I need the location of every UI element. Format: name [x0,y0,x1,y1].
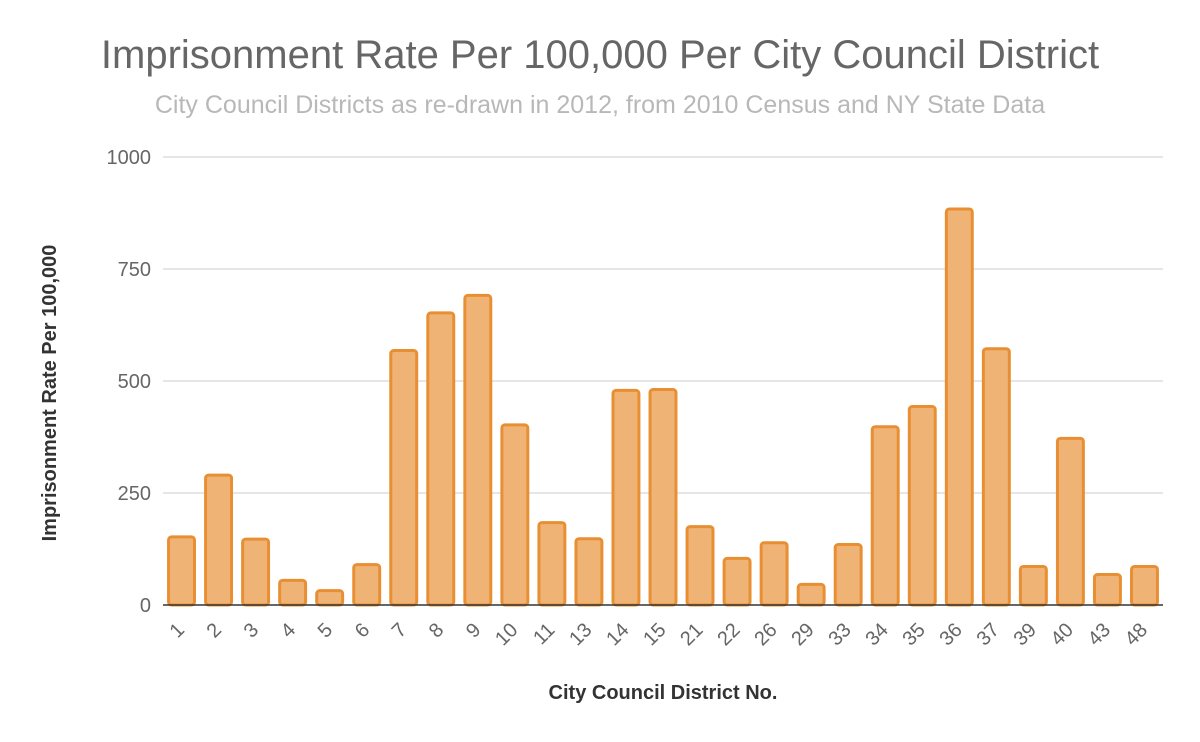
bar-district-11 [537,521,567,607]
x-tick-label: 4 [277,619,300,642]
y-tick-label: 250 [118,483,151,505]
x-tick-label: 14 [602,619,633,650]
bar-district-43 [1092,573,1122,607]
x-tick-label: 33 [824,619,855,650]
bar-district-29 [796,582,826,607]
x-tick-label: 43 [1084,619,1115,650]
x-tick-label: 37 [973,619,1004,650]
bars [167,207,1159,607]
chart-subtitle: City Council Districts as re-drawn in 20… [155,91,1045,119]
x-tick-label: 1 [166,619,189,642]
bar-district-4 [278,578,308,607]
x-tick-label: 2 [203,619,226,642]
x-tick-label: 3 [240,619,263,642]
x-tick-label: 10 [491,619,522,650]
bar-district-37 [981,347,1011,607]
bar-district-7 [389,349,419,607]
x-tick-label: 48 [1121,619,1152,650]
bar-district-34 [870,425,900,607]
chart-title: Imprisonment Rate Per 100,000 Per City C… [101,33,1099,77]
y-tick-label: 750 [118,259,151,281]
y-tick-label: 1000 [107,147,152,169]
x-tick-label: 29 [787,619,818,650]
bar-district-6 [352,563,382,607]
bar-district-5 [315,589,345,607]
x-tick-label: 39 [1010,619,1041,650]
bar-district-9 [463,293,493,607]
bar-district-10 [500,423,530,607]
bar-district-13 [574,537,604,607]
bar-district-1 [167,535,196,607]
bar-district-8 [426,311,456,607]
bar-district-22 [722,556,752,607]
x-tick-label: 5 [314,619,337,642]
bar-district-2 [204,473,234,607]
y-tick-label: 0 [140,595,151,617]
y-axis-ticks: 0 250 500 750 1000 [107,147,152,617]
bar-district-39 [1018,564,1048,607]
bar-district-15 [648,388,678,607]
x-tick-label: 8 [425,619,448,642]
x-tick-label: 35 [899,619,930,650]
bar-district-33 [833,543,863,607]
bar-district-26 [759,541,789,607]
x-tick-label: 21 [676,619,707,650]
x-tick-label: 15 [639,619,670,650]
bar-district-48 [1130,564,1159,607]
bar-district-35 [907,405,937,607]
y-tick-label: 500 [118,371,151,393]
x-axis-label: City Council District No. [549,682,778,704]
x-tick-label: 40 [1047,619,1078,650]
bar-district-3 [241,537,271,607]
x-tick-label: 11 [529,619,559,649]
x-tick-label: 7 [388,619,411,642]
bar-district-14 [611,388,641,607]
x-tick-label: 36 [936,619,967,650]
x-tick-label: 22 [713,619,744,650]
x-tick-label: 34 [861,619,892,650]
bar-district-21 [685,525,715,607]
bar-district-40 [1055,436,1085,607]
y-axis-label: Imprisonment Rate Per 100,000 [39,245,61,542]
bar-district-36 [944,207,974,607]
x-tick-label: 9 [462,619,485,642]
x-tick-label: 26 [750,619,781,650]
x-axis-ticks: 1 2 3 4 5 6 7 8 9 10 11 13 14 15 21 22 26 29 33 34 35 36 37 39 4… [166,619,1152,650]
x-tick-label: 13 [565,619,596,650]
x-tick-label: 6 [351,619,374,642]
